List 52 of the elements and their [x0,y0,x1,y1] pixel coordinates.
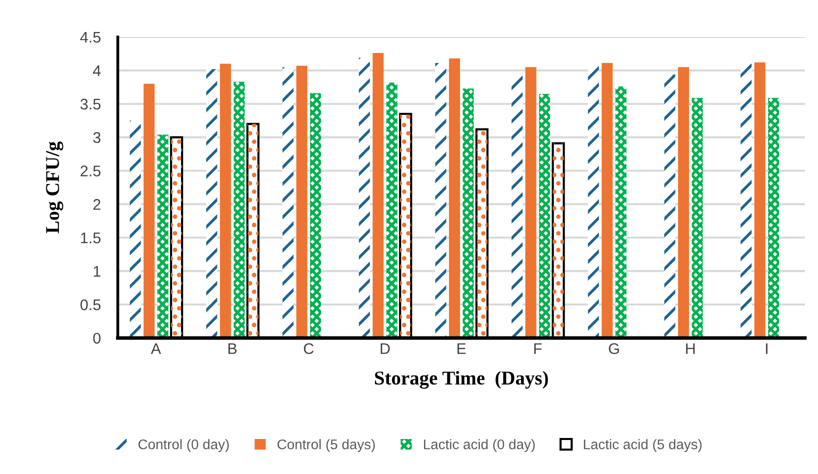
bar [588,65,599,338]
y-tick-label: 0 [93,332,101,344]
bar [664,74,676,338]
bar [220,64,231,338]
legend-label: Lactic acid (0 day) [424,439,535,452]
bar [740,64,752,338]
bar [539,94,550,338]
x-axis-title: Storage Time (Days) [374,370,548,389]
bar [768,98,780,338]
x-tick-label: E [458,343,466,354]
bar [130,120,141,338]
y-tick-label: 1 [94,266,100,277]
bar [372,53,384,338]
bar [386,82,398,338]
legend-label: Control (0 day) [138,439,229,452]
bar [678,67,690,338]
bar [358,58,370,338]
bar [692,98,703,338]
bar [310,93,322,338]
bar [435,63,446,338]
bar [448,58,460,338]
x-tick-label: B [228,343,237,354]
bar [754,62,766,338]
bar [282,67,294,338]
x-tick-label: A [150,343,162,354]
y-tick-label: 1.5 [81,232,100,244]
bar [206,69,218,338]
bar [157,134,168,338]
y-tick-label: 0.5 [80,299,100,310]
bar [462,88,474,338]
legend-label: Lactic acid (5 days) [584,439,702,452]
bar [296,66,308,338]
y-tick-label: 3.5 [80,98,100,110]
y-tick-label: 2.5 [80,166,100,176]
x-tick-label: I [766,343,768,354]
bar [602,63,613,338]
x-tick-label: D [380,343,390,354]
y-axis-title: Log CFU/g [46,141,64,234]
legend-label: Control (5 days) [278,439,375,452]
bar [144,84,155,338]
bar [234,82,245,338]
x-tick-label: C [304,343,314,354]
bar [615,86,626,338]
x-tick-label: F [534,343,542,354]
x-tick-label: G [608,343,619,354]
y-tick-label: 3 [93,132,100,143]
y-tick-label: 4.5 [80,32,100,43]
bar [525,67,536,338]
y-tick-label: 4 [92,65,101,76]
x-tick-label: H [686,343,695,354]
bar [512,75,523,338]
y-tick-label: 2 [93,199,100,210]
